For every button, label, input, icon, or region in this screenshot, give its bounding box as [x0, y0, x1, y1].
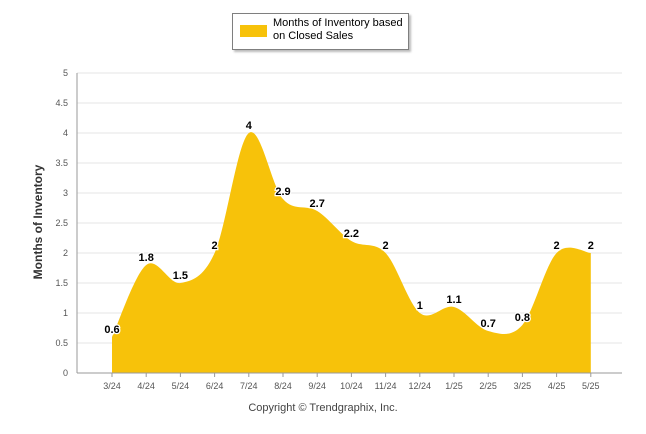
data-label: 2.2	[344, 228, 359, 240]
x-tick-label: 7/24	[240, 381, 258, 391]
y-axis-title: Months of Inventory	[31, 164, 45, 279]
legend-label-line2: on Closed Sales	[273, 30, 354, 42]
y-tick-label: 1.5	[55, 278, 68, 288]
x-tick-label: 4/24	[137, 381, 155, 391]
x-tick-label: 3/25	[514, 381, 532, 391]
x-tick-label: 4/25	[548, 381, 566, 391]
y-tick-label: 0	[63, 368, 68, 378]
x-tick-label: 2/25	[479, 381, 497, 391]
x-tick-label: 12/24	[409, 381, 432, 391]
area-fill	[112, 132, 591, 373]
copyright-footer: Copyright © Trendgraphix, Inc.	[248, 402, 398, 414]
x-tick-label: 8/24	[274, 381, 292, 391]
y-tick-label: 4	[63, 128, 68, 138]
legend: Months of Inventory based on Closed Sale…	[232, 13, 409, 50]
y-tick-label: 2	[63, 248, 68, 258]
data-label: 2.7	[310, 198, 325, 210]
area-series	[112, 132, 591, 373]
data-labels: 0.6 1.8 1.5 2 4 2.9 2.7 2.2 2 1 1.1 0.7 0.8 2 2	[103, 119, 595, 338]
x-tick-label: 5/25	[582, 381, 600, 391]
x-tick-label: 11/24	[375, 381, 397, 391]
data-label: 2	[212, 240, 218, 252]
x-tick-label: 5/24	[172, 381, 190, 391]
y-tick-label: 5	[63, 68, 68, 78]
y-tick-label: 1	[63, 308, 68, 318]
data-label: 2	[383, 240, 389, 252]
y-tick-label: 3	[63, 188, 68, 198]
x-tick-label: 9/24	[308, 381, 326, 391]
data-label: 4	[246, 120, 253, 132]
x-tick-label: 6/24	[206, 381, 224, 391]
axes: 0 0.5 1 1.5 2 2.5 3 3.5 4 4.5 5 3/24 4/24 5/24 6/24 7/2…	[55, 68, 622, 391]
x-tick-label: 10/24	[340, 381, 363, 391]
data-label: 1.1	[446, 294, 461, 306]
data-label: 1	[417, 300, 423, 312]
data-label: 2	[554, 240, 560, 252]
data-label: 0.8	[515, 312, 530, 324]
x-tick-label: 1/25	[445, 381, 463, 391]
data-label: 0.7	[481, 318, 496, 330]
y-tick-label: 2.5	[55, 218, 68, 228]
y-tick-label: 4.5	[55, 98, 68, 108]
y-tick-label: 0.5	[55, 338, 68, 348]
data-label: 2.9	[275, 186, 290, 198]
data-label: 2	[588, 240, 594, 252]
data-label: 1.8	[139, 252, 154, 264]
data-label: 0.6	[104, 324, 119, 336]
data-label: 1.5	[173, 270, 188, 282]
legend-label: Months of Inventory based on Closed Sale…	[273, 17, 407, 43]
legend-swatch	[240, 25, 267, 37]
x-tick-label: 3/24	[103, 381, 121, 391]
legend-label-line1: Months of Inventory based	[273, 17, 403, 29]
y-tick-label: 3.5	[55, 158, 68, 168]
